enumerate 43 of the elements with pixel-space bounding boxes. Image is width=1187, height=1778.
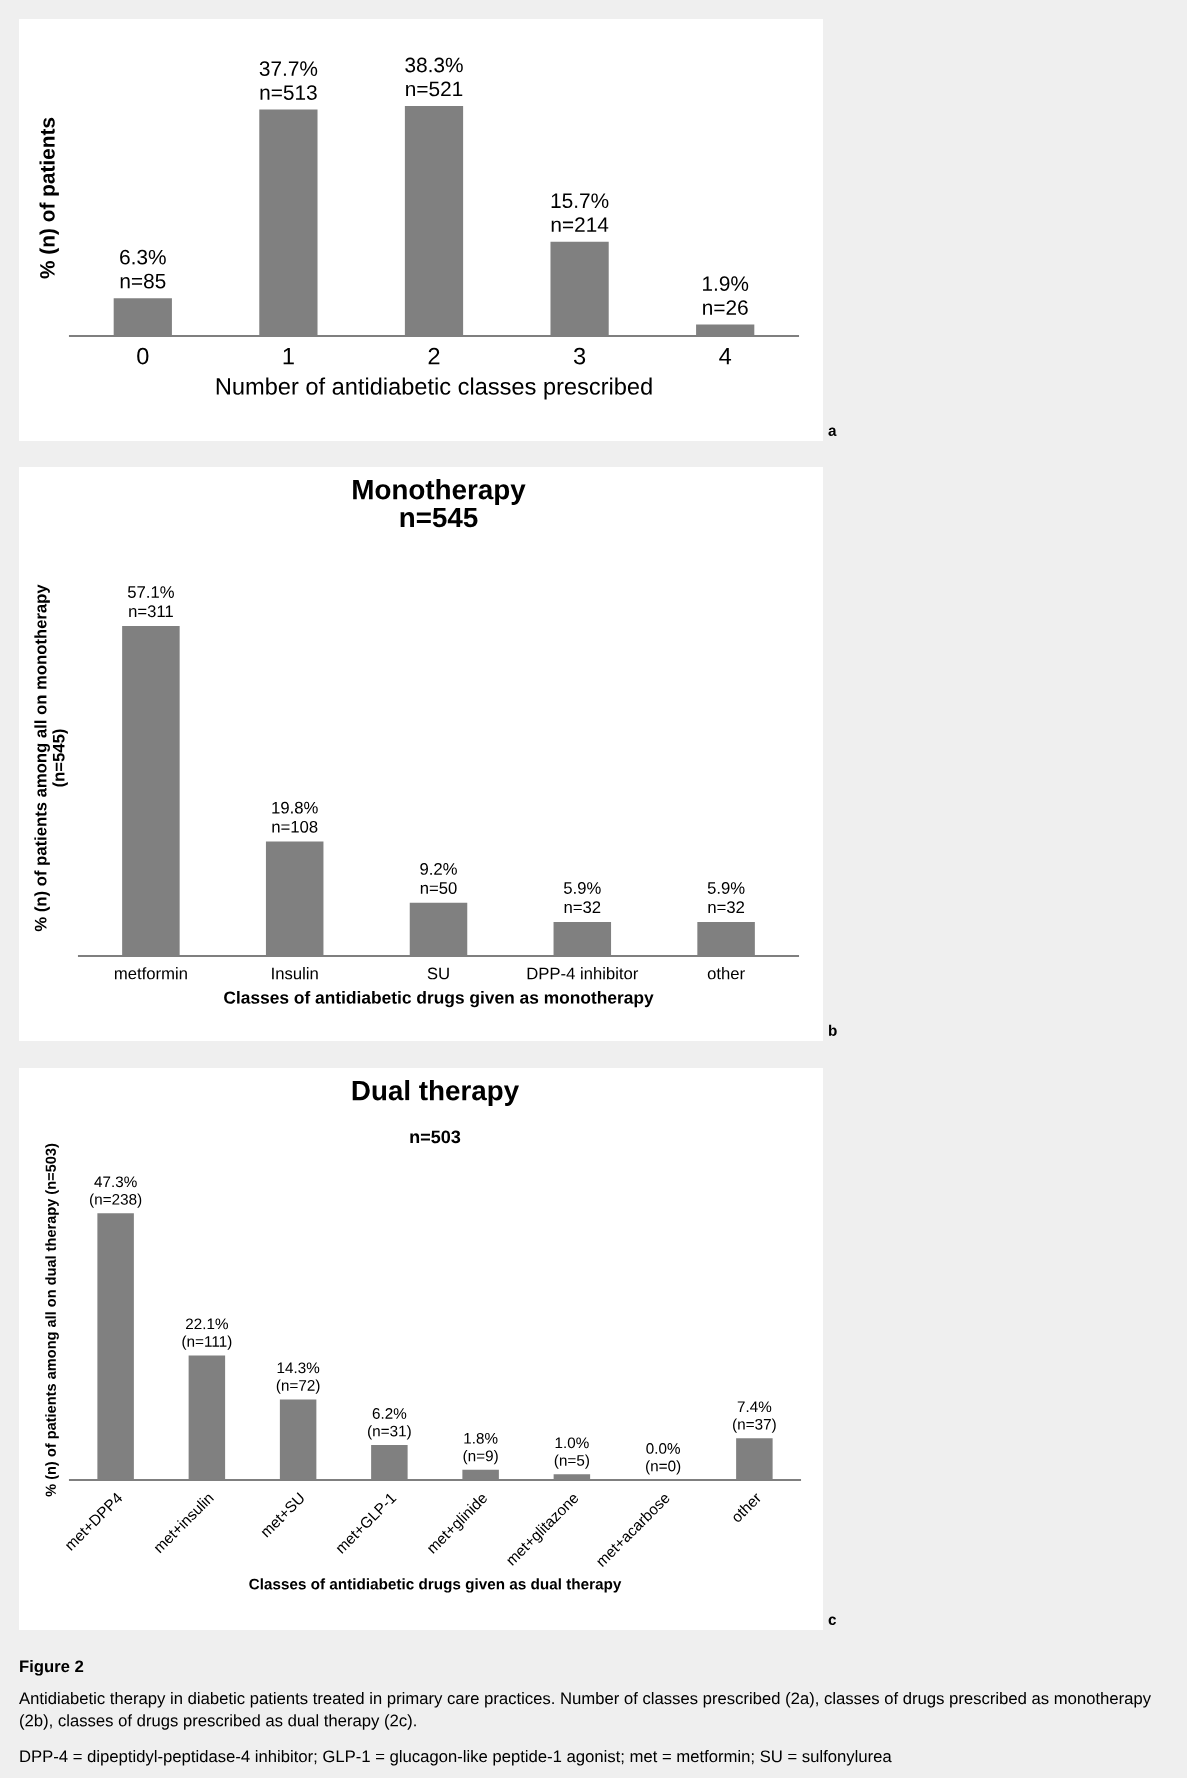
text: a bbox=[828, 427, 837, 436]
chart-subtitle: n=503 bbox=[410, 1130, 461, 1144]
x-tick-label: metformin bbox=[114, 967, 187, 980]
data-label: 1.8% (n=9) bbox=[463, 1432, 498, 1465]
x-axis-title: Classes of antidiabetic drugs given as dual therapy bbox=[249, 1578, 622, 1593]
data-label: 5.9% n=32 bbox=[563, 882, 601, 914]
x-tick-label: 4 bbox=[719, 347, 732, 365]
data-label: 7.4% (n=37) bbox=[733, 1401, 776, 1433]
x-tick-label: 0 bbox=[137, 347, 149, 365]
text: b bbox=[829, 1024, 837, 1036]
text: c bbox=[828, 1616, 837, 1625]
data-label: 6.2% (n=31) bbox=[368, 1408, 411, 1440]
data-label: 1.0% (n=5) bbox=[554, 1437, 589, 1469]
y-axis-title: % (n) of patients among all on monotherapy (n=545) bbox=[34, 584, 68, 932]
data-label: 15.7% n=214 bbox=[551, 193, 609, 232]
x-tick-label: Insulin bbox=[272, 967, 318, 980]
text: DPP-4 = dipeptidyl-peptidase-4 inhibitor; GLP-1 = glucagon-like peptide-1 agonist; met = metformin; SU = sulfonylurea bbox=[20, 1750, 892, 1766]
x-tick-label: DPP-4 inhibitor bbox=[527, 967, 639, 980]
caption: Figure 2 bbox=[20, 1660, 84, 1676]
data-label: 22.1% (n=111) bbox=[182, 1318, 232, 1350]
data-label: 0.0% (n=0) bbox=[646, 1443, 681, 1475]
x-axis-title: Number of antidiabetic classes prescribed bbox=[216, 377, 652, 400]
data-label: 1.9% n=26 bbox=[703, 276, 749, 315]
data-label: 6.3% n=85 bbox=[120, 249, 166, 289]
data-label: 57.1% n=311 bbox=[127, 586, 174, 618]
data-label: 9.2% n=50 bbox=[420, 863, 457, 894]
data-label: 47.3% (n=238) bbox=[90, 1176, 142, 1208]
x-axis-title: Classes of antidiabetic drugs given as monotherapy bbox=[224, 990, 654, 1008]
y-axis-title: % (n) of patients bbox=[39, 117, 59, 279]
chart-title: Dual therapy bbox=[352, 1080, 519, 1106]
chart-title: Monotherapy n=545 bbox=[353, 479, 526, 528]
data-label: 14.3% (n=72) bbox=[276, 1362, 320, 1394]
data-label: 38.3% n=521 bbox=[405, 57, 463, 97]
x-tick-label: 2 bbox=[428, 347, 440, 365]
y-axis-title: % (n) of patients among all on dual therapy (n=503) bbox=[45, 1143, 59, 1497]
data-label: 19.8% n=108 bbox=[272, 801, 318, 833]
x-tick-label: SU bbox=[427, 967, 449, 980]
data-label: 5.9% n=32 bbox=[707, 882, 745, 914]
text: Antidiabetic therapy in diabetic patients treated in primary care practices. Number of classes prescribed (2a), classes of drugs prescribed as monotherapy (2b), classes of drugs prescribed as dual therapy (2c). bbox=[19, 1692, 1151, 1730]
x-tick-label: 1 bbox=[283, 347, 294, 365]
x-tick-label: other bbox=[707, 967, 745, 980]
x-tick-label: 3 bbox=[573, 347, 586, 365]
data-label: 37.7% n=513 bbox=[259, 61, 318, 100]
